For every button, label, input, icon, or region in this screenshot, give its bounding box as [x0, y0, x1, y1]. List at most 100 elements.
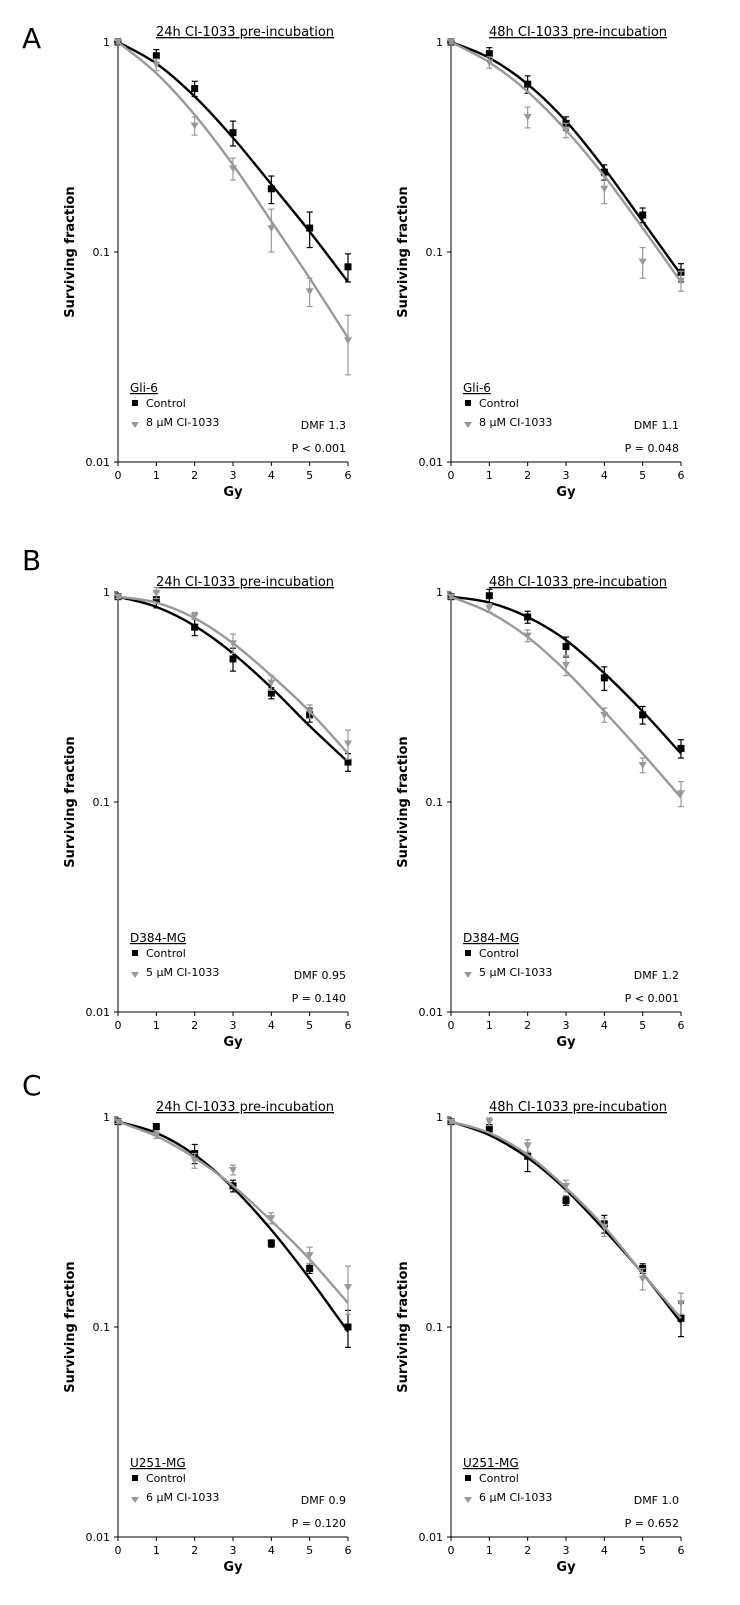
- legend-swatch-triangle-icon: [464, 422, 472, 428]
- dmf-value: DMF 1.3: [301, 419, 346, 432]
- data-point-control: [152, 52, 160, 60]
- p-value: P = 0.140: [292, 992, 346, 1005]
- data-point-control: [267, 185, 275, 193]
- x-tick-label: 6: [678, 1544, 685, 1557]
- data-point-control: [562, 643, 570, 651]
- x-axis-label: Gy: [223, 1560, 243, 1575]
- data-point-treated: [190, 122, 199, 130]
- data-point-control: [344, 1323, 352, 1331]
- x-axis-label: Gy: [223, 485, 243, 500]
- y-tick-label: 1: [436, 1111, 443, 1124]
- legend-entry: 5 µM CI-1033: [479, 966, 552, 979]
- x-tick-label: 4: [268, 1544, 275, 1557]
- y-tick-label: 1: [436, 36, 443, 49]
- legend-swatch-triangle-icon: [464, 1497, 472, 1503]
- x-tick-label: 2: [191, 1544, 198, 1557]
- data-point-treated: [677, 277, 685, 285]
- data-point-control: [677, 744, 685, 752]
- data-point-control: [344, 263, 352, 271]
- legend-swatch-square-icon: [465, 1475, 471, 1481]
- data-point-control: [306, 1264, 314, 1272]
- x-tick-label: 2: [524, 469, 531, 482]
- x-tick-label: 0: [448, 1544, 455, 1557]
- x-tick-label: 5: [306, 1544, 313, 1557]
- chart-2: 48h CI-1033 pre-incubation 1 0.1 0.01 0 1 2 3 4 5…: [396, 25, 685, 500]
- y-tick-label: 0.01: [419, 1006, 444, 1019]
- y-axis-label: Surviving fraction: [63, 186, 78, 317]
- x-tick-label: 5: [306, 469, 313, 482]
- data-point-control: [639, 211, 647, 219]
- y-tick-label: 0.01: [86, 1531, 111, 1544]
- data-point-treated: [600, 1223, 609, 1231]
- y-axis-label: Surviving fraction: [396, 186, 411, 317]
- legend-swatch-triangle-icon: [131, 422, 139, 428]
- data-point-treated: [523, 632, 532, 640]
- data-point-treated: [305, 708, 314, 716]
- data-point-treated: [677, 1300, 685, 1308]
- x-tick-label: 2: [191, 469, 198, 482]
- legend-swatch-triangle-icon: [131, 1497, 139, 1503]
- chart-title: 48h CI-1033 pre-incubation: [489, 1100, 667, 1115]
- chart-3: 24h CI-1033 pre-incubation 1 0.1 0.01 0 1 2 3 4 5…: [63, 575, 352, 1050]
- y-tick-label: 0.1: [426, 796, 444, 809]
- x-axis-label: Gy: [556, 1560, 576, 1575]
- fit-curve-control: [117, 1120, 349, 1333]
- legend-swatch-triangle-icon: [464, 972, 472, 978]
- x-tick-label: 6: [345, 1019, 352, 1032]
- fit-curve-treated: [450, 595, 682, 799]
- x-tick-label: 1: [486, 469, 493, 482]
- data-point-control: [485, 50, 493, 58]
- x-tick-label: 0: [115, 1544, 122, 1557]
- fit-curve-treated: [117, 41, 350, 339]
- chart-title: 24h CI-1033 pre-incubation: [156, 575, 334, 590]
- data-point-control: [524, 80, 532, 88]
- p-value: P < 0.001: [625, 992, 679, 1005]
- x-axis-label: Gy: [223, 1035, 243, 1050]
- data-point-treated: [152, 589, 161, 597]
- data-point-treated: [229, 165, 237, 173]
- panel-letter-b: B: [22, 544, 41, 577]
- dmf-value: DMF 1.0: [634, 1494, 679, 1507]
- p-value: P = 0.120: [292, 1517, 346, 1530]
- fit-curve-control: [117, 595, 349, 763]
- data-point-treated: [677, 790, 685, 798]
- x-tick-label: 3: [230, 1019, 237, 1032]
- x-tick-label: 4: [268, 469, 275, 482]
- legend-entry: Control: [146, 947, 186, 960]
- chart-5: 24h CI-1033 pre-incubation 1 0.1 0.01 0 1 2 3 4 5…: [63, 1100, 352, 1575]
- x-tick-label: 1: [153, 1019, 160, 1032]
- x-tick-label: 4: [268, 1019, 275, 1032]
- data-point-control: [600, 168, 608, 176]
- panel-letter-c: C: [22, 1069, 42, 1102]
- legend-swatch-square-icon: [132, 1475, 138, 1481]
- data-point-control: [485, 592, 493, 600]
- chart-title: 48h CI-1033 pre-incubation: [489, 25, 667, 40]
- fit-curve-treated: [450, 1120, 682, 1320]
- dmf-value: DMF 0.9: [301, 1494, 346, 1507]
- legend-entry: Control: [479, 1472, 519, 1485]
- data-point-control: [229, 129, 237, 137]
- data-point-treated: [344, 740, 352, 748]
- y-axis-label: Surviving fraction: [396, 736, 411, 867]
- x-tick-label: 1: [486, 1019, 493, 1032]
- data-point-treated: [344, 1284, 352, 1292]
- y-tick-label: 1: [103, 586, 110, 599]
- data-point-treated: [190, 1157, 199, 1165]
- data-point-control: [485, 1125, 493, 1133]
- legend-entry: Control: [479, 947, 519, 960]
- x-tick-label: 1: [486, 1544, 493, 1557]
- x-tick-label: 4: [601, 1544, 608, 1557]
- x-axis-label: Gy: [556, 485, 576, 500]
- legend-swatch-square-icon: [132, 950, 138, 956]
- p-value: P < 0.001: [292, 442, 346, 455]
- data-point-treated: [485, 59, 494, 67]
- data-point-treated: [229, 1166, 237, 1174]
- data-point-treated: [562, 661, 570, 669]
- legend-entry: 8 µM CI-1033: [146, 416, 219, 429]
- data-point-control: [306, 224, 314, 232]
- x-tick-label: 1: [153, 1544, 160, 1557]
- fit-curve-control: [450, 1120, 682, 1324]
- x-tick-label: 1: [153, 469, 160, 482]
- x-tick-label: 2: [524, 1544, 531, 1557]
